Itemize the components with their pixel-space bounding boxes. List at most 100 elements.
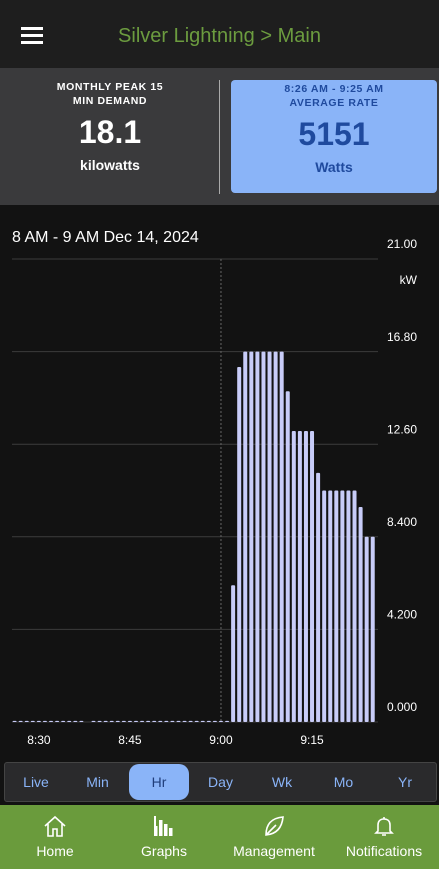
bar [243,351,248,722]
bar [225,720,230,722]
nav-icon [154,816,173,836]
nav-icon [44,815,66,837]
bar [334,490,339,722]
bar [115,720,120,722]
bar [218,720,223,722]
y-tick-label: 4.200 [387,608,417,622]
bar [79,720,84,722]
bar [134,720,138,722]
card-value: 18.1 [78,114,142,150]
nav-label: Graphs [141,843,187,859]
average-card: 8:26 AM - 9:25 AM AVERAGE RATE 5151 Watts [231,80,437,193]
range-button[interactable]: Min [86,774,109,790]
bar [49,720,54,722]
bar [237,367,242,722]
range-button[interactable]: Day [208,774,233,790]
nav-label: Notifications [345,843,423,859]
bar [103,720,108,722]
bar [261,351,266,722]
card-unit: Watts [315,159,353,175]
y-tick-label: 8.400 [387,515,417,529]
app-title: Silver Lightning > Main [118,25,321,47]
bar [164,720,169,722]
bar [170,720,175,722]
bar [182,720,187,722]
card-title-line: MIN DEMAND [72,95,148,107]
bar [310,430,315,722]
range-button[interactable]: Wk [271,774,293,790]
nav-label: Home [36,843,74,859]
card-value: 5151 [298,116,370,152]
bar [200,720,205,722]
top-bar: Silver Lightning > Main [0,0,439,68]
bar [303,430,308,722]
chart: 8 AM - 9 AM Dec 14, 2024 kW 0.000 4.200 8.… [12,229,418,747]
bar [109,720,114,722]
nav-item[interactable]: Graphs [109,805,219,869]
bar [152,720,157,722]
bar [291,430,296,722]
x-tick-label: 8:30 [27,733,51,747]
y-tick-label: 21.00 [387,237,417,251]
bar [267,351,272,722]
bar [176,720,181,722]
bar [30,720,35,722]
nav-item[interactable]: Management [219,805,329,869]
bar [285,391,290,722]
bar [188,720,193,722]
nav-item[interactable]: Home [0,805,110,869]
bar [206,720,211,722]
bar [340,490,345,722]
card-title: MONTHLY PEAK 15 MIN DEMAND [10,80,210,108]
bar [297,430,302,722]
bar [18,720,23,722]
bar [358,507,363,722]
range-button[interactable]: Hr [129,764,189,800]
card-title-line: AVERAGE RATE [289,97,379,109]
card-unit: kilowatts [80,157,140,173]
bar [12,720,17,722]
bar [146,720,151,722]
card-title: 8:26 AM - 9:25 AM AVERAGE RATE [231,82,437,110]
y-tick-label: 16.80 [387,330,417,344]
peak-card: MONTHLY PEAK 15 MIN DEMAND 18.1 kilowatts [10,80,210,173]
bar [255,351,260,722]
bar [328,490,333,722]
bar [364,536,369,722]
bar [231,585,236,722]
bar [61,720,66,722]
y-tick-label: 0.000 [387,700,417,714]
bar [212,720,217,722]
bar [121,720,126,722]
nav-icon [265,816,284,836]
range-button[interactable]: Mo [333,774,354,790]
card-title-line: MONTHLY PEAK 15 [56,81,164,93]
bottom-nav: Home Graphs Management Notifications [0,805,439,869]
bar [316,472,321,722]
bar [249,351,254,722]
range-button[interactable]: Live [23,774,49,790]
x-tick-label: 9:15 [300,733,324,747]
x-tick-label: 8:45 [118,733,142,747]
divider [219,80,220,194]
bar [140,720,145,722]
bar [273,351,278,722]
bar [158,720,163,722]
bar [346,490,351,722]
menu-button[interactable] [21,27,45,47]
bar [42,720,47,722]
x-tick-label: 9:00 [209,733,233,747]
bar [194,720,199,722]
y-tick-label: 12.60 [387,422,417,436]
y-unit: kW [400,273,418,287]
range-button[interactable]: Yr [398,774,412,790]
nav-label: Management [233,843,315,859]
bar [370,536,375,722]
chart-title: 8 AM - 9 AM Dec 14, 2024 [12,229,199,246]
nav-item[interactable]: Notifications [329,805,439,869]
bar [127,720,132,722]
bar [91,720,96,722]
bar [322,490,327,722]
bar [36,720,41,722]
